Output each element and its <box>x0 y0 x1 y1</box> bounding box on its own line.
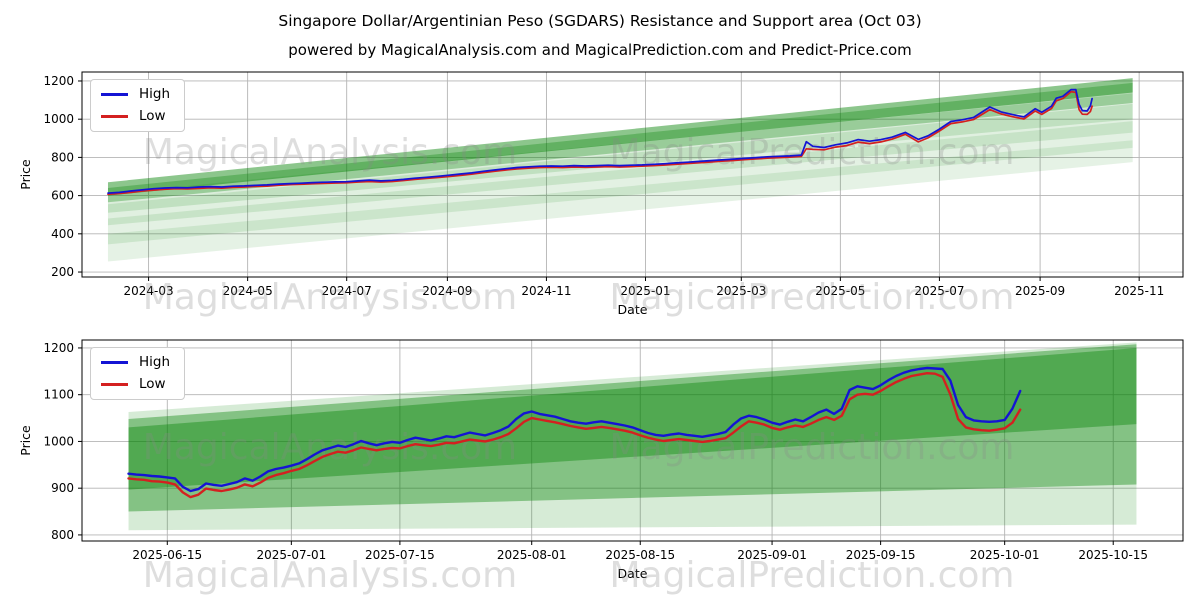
plot-border <box>81 339 1184 542</box>
x-tick-label: 2025-09-01 <box>737 548 807 562</box>
y-tick-label: 1200 <box>43 74 74 88</box>
y-tick-label: 1100 <box>43 388 74 402</box>
series-high-line <box>127 366 1022 493</box>
legend-item-high: High <box>101 86 171 102</box>
legend-item-high: High <box>101 354 171 370</box>
x-tick-label: 2025-07 <box>914 284 964 298</box>
watermark-text: MagicalPrediction.com <box>610 427 1015 468</box>
series-low-line <box>127 372 1022 499</box>
legend-item-low: Low <box>101 107 170 124</box>
y-tick-label: 1200 <box>43 341 74 355</box>
x-axis-label: Date <box>618 566 648 581</box>
support-resistance-band <box>107 140 1133 262</box>
x-tick-label: 2025-06-15 <box>132 548 202 562</box>
chart-title: Singapore Dollar/Argentinian Peso (SGDAR… <box>278 12 922 30</box>
y-tick-label: 200 <box>51 265 74 279</box>
y-tick-label: 800 <box>51 528 74 542</box>
x-tick-label: 2024-09 <box>422 284 472 298</box>
y-axis-label: Price <box>18 159 33 190</box>
x-tick-label: 2024-05 <box>223 284 273 298</box>
y-tick-label: 1000 <box>43 112 74 126</box>
watermark-text: MagicalAnalysis.com <box>143 555 517 596</box>
watermark-text: MagicalPrediction.com <box>610 277 1015 318</box>
y-tick-label: 800 <box>51 150 74 164</box>
low-line-swatch <box>101 114 128 118</box>
y-tick-label: 400 <box>51 227 74 241</box>
x-tick-label: 2025-07-15 <box>365 548 435 562</box>
y-tick-label: 900 <box>51 481 74 495</box>
series-low-line <box>107 90 1093 196</box>
series-high-line <box>107 88 1093 194</box>
support-resistance-band <box>107 103 1133 226</box>
support-resistance-band <box>107 93 1133 213</box>
legend-item-low: Low <box>101 375 170 392</box>
x-tick-label: 2025-09 <box>1015 284 1065 298</box>
watermark-text: MagicalPrediction.com <box>610 555 1015 596</box>
x-tick-label: 2025-11 <box>1114 284 1164 298</box>
high-line-swatch <box>101 93 128 97</box>
x-axis-label: Date <box>618 302 648 317</box>
watermark-text: MagicalAnalysis.com <box>143 132 517 173</box>
support-resistance-band <box>107 78 1133 196</box>
x-tick-label: 2025-09-15 <box>846 548 916 562</box>
x-tick-label: 2024-07 <box>322 284 372 298</box>
x-tick-label: 2025-10-15 <box>1078 548 1148 562</box>
legend-label-low: Low <box>139 375 166 392</box>
x-tick-label: 2025-01 <box>620 284 670 298</box>
x-tick-label: 2025-08-01 <box>497 548 567 562</box>
legend-label-high: High <box>139 354 171 370</box>
high-line-swatch <box>101 361 128 365</box>
x-tick-label: 2025-03 <box>716 284 766 298</box>
x-tick-label: 2025-07-01 <box>256 548 326 562</box>
legend-bottom-chart: High Low <box>90 347 186 400</box>
x-tick-label: 2025-10-01 <box>970 548 1040 562</box>
plot-background <box>82 340 1183 541</box>
y-axis-label: Price <box>18 425 33 456</box>
y-tick-label: 1000 <box>43 434 74 448</box>
chart-subtitle: powered by MagicalAnalysis.com and Magic… <box>288 41 912 59</box>
legend-label-high: High <box>139 86 171 102</box>
watermark-text: MagicalPrediction.com <box>610 132 1015 173</box>
x-tick-label: 2024-03 <box>124 284 174 298</box>
watermark-text: MagicalAnalysis.com <box>143 277 517 318</box>
low-line-swatch <box>101 382 128 386</box>
x-tick-label: 2024-11 <box>521 284 571 298</box>
support-resistance-band <box>107 82 1133 203</box>
plot-border <box>81 71 1184 278</box>
x-tick-label: 2025-05 <box>815 284 865 298</box>
support-resistance-band <box>107 121 1133 245</box>
legend-label-low: Low <box>139 107 166 124</box>
y-tick-label: 600 <box>51 189 74 203</box>
plot-background <box>82 72 1183 277</box>
x-tick-label: 2025-08-15 <box>605 548 675 562</box>
legend-top-chart: High Low <box>90 79 186 132</box>
